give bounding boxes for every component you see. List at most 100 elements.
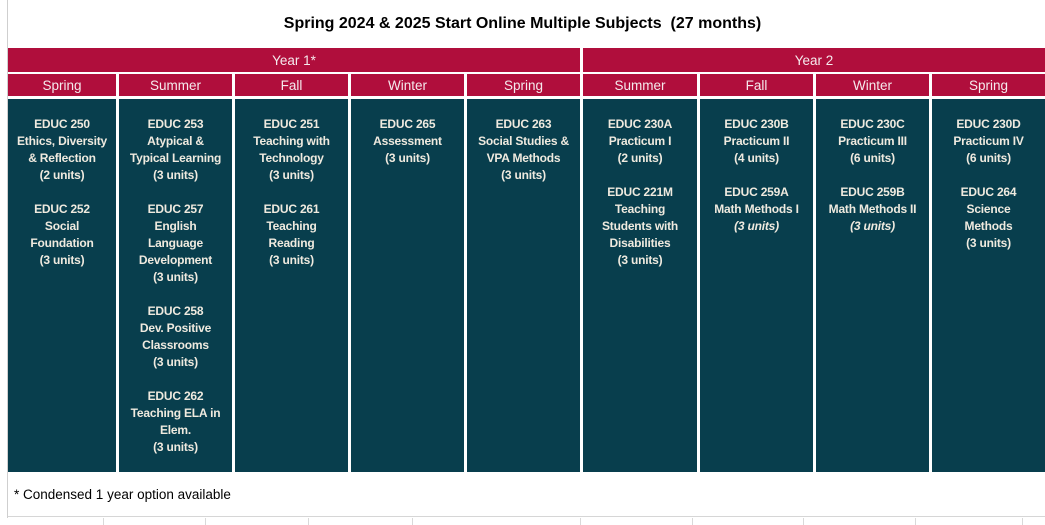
course-content-row: EDUC 250 Ethics, Diversity & Reflection (2… (8, 99, 1045, 472)
grid-tick (1022, 518, 1023, 525)
schedule-cell: EDUC 230C Practicum III (6 units) EDUC 259B… (816, 99, 932, 472)
schedule-cell: EDUC 265 Assessment (3 units) (351, 99, 467, 472)
course-units: (2 units) (617, 151, 663, 165)
course-title: Dev. Positive Classrooms (139, 321, 212, 352)
course-block: EDUC 230D Practicum IV (6 units) (932, 116, 1045, 167)
course-title: Assessment (373, 134, 442, 148)
course-units: (3 units) (153, 440, 198, 454)
course-block: EDUC 253 Atypical & Typical Learning (3 un… (119, 116, 232, 184)
season-header-cell: Fall (235, 74, 351, 96)
season-header-row: Spring Summer Fall Winter Spring Summer Fall Wi… (8, 74, 1045, 96)
course-block: EDUC 259A Math Methods I (3 units) (700, 184, 813, 235)
schedule-cell: EDUC 230D Practicum IV (6 units) EDUC 264 Sc… (932, 99, 1045, 472)
course-title: Social Studies & VPA Methods (478, 134, 569, 165)
course-block: EDUC 221M Teaching Students with Disabili… (583, 184, 697, 269)
grid-tick (412, 518, 413, 525)
course-code: EDUC 230B (724, 117, 789, 131)
grid-tick (205, 518, 206, 525)
course-title: Teaching ELA in Elem. (130, 406, 221, 437)
season-header-cell: Winter (816, 74, 932, 96)
course-code: EDUC 258 (147, 304, 204, 318)
grid-tick (692, 518, 693, 525)
course-title: Math Methods I (714, 202, 799, 216)
course-block: EDUC 230B Practicum II (4 units) (700, 116, 813, 167)
course-title: Ethics, Diversity & Reflection (17, 134, 107, 165)
course-title: English Language Development (138, 219, 213, 267)
course-units: (3 units) (153, 270, 198, 284)
season-header-cell: Winter (351, 74, 467, 96)
course-block: EDUC 262 Teaching ELA in Elem. (3 units) (119, 388, 232, 456)
course-code: EDUC 265 (379, 117, 436, 131)
season-header-cell: Summer (119, 74, 235, 96)
course-title: Practicum III (838, 134, 907, 148)
course-units: (3 units) (269, 168, 314, 182)
grid-tick (915, 518, 916, 525)
year-header-cell: Year 1* (8, 48, 583, 72)
schedule-cell: EDUC 230A Practicum I (2 units) EDUC 221M Te… (583, 99, 700, 472)
course-code: EDUC 261 (263, 202, 320, 216)
season-header-cell: Fall (700, 74, 816, 96)
footnote-row: * Condensed 1 year option available (8, 472, 1045, 517)
course-block: EDUC 258 Dev. Positive Classrooms (3 units… (119, 303, 232, 371)
schedule-cell: EDUC 251 Teaching with Technology (3 units… (235, 99, 351, 472)
course-code: EDUC 264 (960, 185, 1017, 199)
schedule-cell: EDUC 263 Social Studies & VPA Methods (3 u… (467, 99, 583, 472)
course-title: Teaching Students with Disabilities (601, 202, 679, 250)
course-units: (3 units) (850, 219, 895, 233)
schedule-cell: EDUC 230B Practicum II (4 units) EDUC 259A M… (700, 99, 816, 472)
schedule-cell: EDUC 253 Atypical & Typical Learning (3 un… (119, 99, 235, 472)
course-units: (3 units) (617, 253, 663, 267)
course-block: EDUC 250 Ethics, Diversity & Reflection (2… (8, 116, 116, 184)
footnote: * Condensed 1 year option available (14, 486, 231, 502)
course-block: EDUC 252 Social Foundation (3 units) (8, 201, 116, 269)
course-code: EDUC 252 (34, 202, 90, 216)
season-header-cell: Spring (467, 74, 583, 96)
course-units: (3 units) (39, 253, 85, 267)
course-code: EDUC 230C (840, 117, 905, 131)
course-block: EDUC 261 Teaching Reading (3 units) (235, 201, 348, 269)
spreadsheet-grid-line (7, 0, 8, 525)
course-units: (3 units) (501, 168, 546, 182)
course-block: EDUC 263 Social Studies & VPA Methods (3 u… (467, 116, 580, 184)
course-units: (3 units) (153, 355, 198, 369)
course-block: EDUC 265 Assessment (3 units) (351, 116, 464, 167)
course-units: (2 units) (39, 168, 85, 182)
course-code: EDUC 259A (724, 185, 789, 199)
course-code: EDUC 253 (147, 117, 204, 131)
season-header-cell: Spring (932, 74, 1045, 96)
program-schedule-table: Year 1* Year 2 Spring Summer Fall Winter Spri… (8, 48, 1045, 472)
course-title: Atypical & Typical Learning (129, 134, 222, 165)
page-title: Spring 2024 & 2025 Start Online Multiple… (283, 15, 762, 32)
season-header-cell: Spring (8, 74, 119, 96)
course-title: Practicum II (723, 134, 790, 148)
course-title: Teaching Reading (266, 219, 317, 250)
course-units: (3 units) (153, 168, 198, 182)
course-units: (3 units) (269, 253, 314, 267)
course-code: EDUC 257 (147, 202, 204, 216)
course-block: EDUC 264 Science Methods (3 units) (932, 184, 1045, 252)
course-units: (6 units) (966, 151, 1011, 165)
course-title: Math Methods II (828, 202, 917, 216)
course-code: EDUC 263 (495, 117, 552, 131)
course-code: EDUC 250 (34, 117, 90, 131)
course-block: EDUC 230A Practicum I (2 units) (583, 116, 697, 167)
course-code: EDUC 262 (147, 389, 204, 403)
course-code: EDUC 230A (607, 117, 673, 131)
course-code: EDUC 221M (607, 185, 673, 199)
year-header-cell: Year 2 (583, 48, 1045, 72)
title-row: Spring 2024 & 2025 Start Online Multiple… (0, 0, 1045, 48)
course-units: (3 units) (385, 151, 430, 165)
course-units: (4 units) (734, 151, 779, 165)
course-block: EDUC 251 Teaching with Technology (3 units… (235, 116, 348, 184)
course-title: Social Foundation (30, 219, 94, 250)
year-header-row: Year 1* Year 2 (8, 48, 1045, 72)
grid-tick (308, 518, 309, 525)
course-units: (3 units) (966, 236, 1011, 250)
bottom-grid-strip (0, 518, 1045, 525)
course-code: EDUC 251 (263, 117, 320, 131)
course-units: (3 units) (734, 219, 779, 233)
course-units: (6 units) (850, 151, 895, 165)
course-block: EDUC 230C Practicum III (6 units) (816, 116, 929, 167)
course-title: Science Methods (964, 202, 1013, 233)
